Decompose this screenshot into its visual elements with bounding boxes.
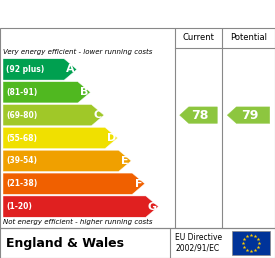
Polygon shape	[3, 59, 77, 80]
Text: F: F	[135, 179, 142, 189]
Text: G: G	[147, 201, 157, 212]
Text: A: A	[66, 64, 75, 74]
Polygon shape	[180, 107, 217, 123]
Text: England & Wales: England & Wales	[6, 237, 124, 249]
Text: D: D	[107, 133, 116, 143]
Text: Energy Efficiency Rating: Energy Efficiency Rating	[8, 6, 210, 21]
Polygon shape	[3, 104, 104, 126]
Bar	[232, 231, 270, 255]
Text: B: B	[80, 87, 88, 97]
Text: (81-91): (81-91)	[6, 88, 37, 97]
Polygon shape	[227, 107, 270, 123]
Text: Not energy efficient - higher running costs: Not energy efficient - higher running co…	[3, 219, 153, 225]
Polygon shape	[3, 196, 158, 217]
Text: 79: 79	[241, 109, 258, 122]
Text: E: E	[121, 156, 129, 166]
Polygon shape	[3, 82, 90, 103]
Text: (55-68): (55-68)	[6, 133, 37, 142]
Text: (21-38): (21-38)	[6, 179, 37, 188]
Polygon shape	[3, 173, 145, 194]
Text: 78: 78	[191, 109, 208, 122]
Polygon shape	[3, 150, 131, 172]
Text: (39-54): (39-54)	[6, 156, 37, 165]
Text: (92 plus): (92 plus)	[6, 65, 44, 74]
Text: C: C	[94, 110, 102, 120]
Text: Very energy efficient - lower running costs: Very energy efficient - lower running co…	[3, 49, 152, 55]
Text: Current: Current	[183, 34, 215, 43]
Text: Potential: Potential	[230, 34, 267, 43]
Text: (1-20): (1-20)	[6, 202, 32, 211]
Polygon shape	[3, 127, 118, 149]
Text: (69-80): (69-80)	[6, 111, 37, 120]
Text: EU Directive
2002/91/EC: EU Directive 2002/91/EC	[175, 233, 222, 253]
